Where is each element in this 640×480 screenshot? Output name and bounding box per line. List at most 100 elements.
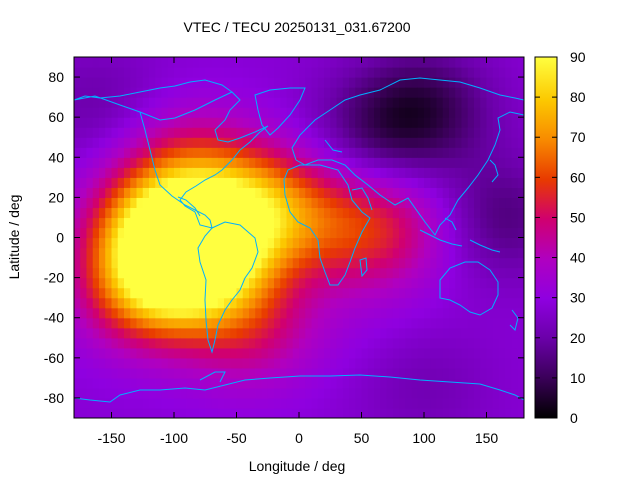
- heatmap-cell: [461, 387, 469, 399]
- heatmap-cell: [92, 267, 100, 279]
- heatmap-cell: [455, 397, 463, 409]
- heatmap-cell: [417, 337, 425, 349]
- heatmap-cell: [455, 357, 463, 369]
- heatmap-cell: [392, 247, 400, 259]
- heatmap-cell: [342, 207, 350, 219]
- heatmap-cell: [480, 187, 488, 198]
- heatmap-cell: [186, 267, 194, 279]
- heatmap-cell: [449, 337, 456, 349]
- heatmap-cell: [117, 267, 125, 279]
- heatmap-cell: [424, 357, 431, 369]
- heatmap-cell: [467, 147, 475, 158]
- heatmap-cell: [486, 127, 494, 138]
- heatmap-cell: [374, 367, 381, 379]
- heatmap-cell: [430, 357, 438, 369]
- heatmap-cell: [124, 347, 131, 359]
- heatmap-cell: [255, 277, 263, 289]
- heatmap-cell: [267, 57, 275, 68]
- heatmap-cell: [192, 77, 200, 88]
- heatmap-cell: [374, 207, 381, 219]
- heatmap-cell: [405, 387, 413, 399]
- heatmap-cell: [280, 297, 288, 309]
- heatmap-cell: [486, 397, 494, 409]
- heatmap-cell: [205, 107, 213, 118]
- heatmap-cell: [199, 137, 206, 148]
- heatmap-cell: [361, 167, 369, 178]
- heatmap-cell: [380, 87, 388, 98]
- heatmap-cell: [349, 307, 356, 319]
- heatmap-cell: [217, 307, 225, 319]
- heatmap-cell: [411, 237, 419, 249]
- heatmap-cell: [280, 287, 288, 299]
- heatmap-cell: [467, 317, 475, 329]
- heatmap-cell: [261, 187, 269, 198]
- heatmap-cell: [330, 387, 338, 399]
- heatmap-cell: [336, 357, 344, 369]
- heatmap-cell: [436, 157, 444, 168]
- heatmap-cell: [411, 187, 419, 198]
- heatmap-cell: [430, 87, 438, 98]
- heatmap-cell: [517, 327, 524, 339]
- heatmap-cell: [399, 367, 406, 379]
- heatmap-cell: [255, 157, 263, 168]
- heatmap-cell: [136, 367, 144, 379]
- heatmap-cell: [517, 407, 524, 418]
- heatmap-cell: [217, 217, 225, 229]
- heatmap-cell: [199, 227, 206, 239]
- heatmap-cell: [380, 347, 388, 359]
- heatmap-cell: [417, 147, 425, 158]
- heatmap-cell: [442, 397, 450, 409]
- heatmap-cell: [492, 347, 500, 359]
- heatmap-cell: [461, 277, 469, 289]
- heatmap-cell: [174, 327, 181, 339]
- heatmap-cell: [342, 157, 350, 168]
- heatmap-cell: [349, 97, 356, 108]
- heatmap-cell: [142, 397, 150, 409]
- heatmap-cell: [449, 87, 456, 98]
- heatmap-cell: [274, 397, 281, 409]
- heatmap-cell: [192, 377, 200, 389]
- heatmap-cell: [286, 127, 294, 138]
- heatmap-cell: [205, 317, 213, 329]
- heatmap-cell: [311, 117, 319, 128]
- heatmap-cell: [367, 317, 375, 329]
- heatmap-cell: [124, 297, 131, 309]
- heatmap-cell: [161, 257, 169, 269]
- heatmap-cell: [349, 267, 356, 279]
- heatmap-cell: [180, 217, 188, 229]
- heatmap-cell: [199, 357, 206, 369]
- heatmap-cell: [392, 337, 400, 349]
- heatmap-cell: [380, 337, 388, 349]
- heatmap-cell: [424, 337, 431, 349]
- heatmap-cell: [180, 147, 188, 158]
- heatmap-cell: [136, 187, 144, 198]
- heatmap-cell: [461, 217, 469, 229]
- heatmap-cell: [86, 397, 94, 409]
- heatmap-cell: [467, 77, 475, 88]
- heatmap-cell: [436, 87, 444, 98]
- heatmap-cell: [299, 317, 306, 329]
- heatmap-cell: [486, 67, 494, 78]
- heatmap-cell: [349, 107, 356, 118]
- heatmap-cell: [86, 107, 94, 118]
- heatmap-cell: [292, 277, 300, 289]
- heatmap-cell: [424, 277, 431, 289]
- heatmap-cell: [74, 367, 81, 379]
- heatmap-cell: [399, 177, 406, 188]
- heatmap-cell: [361, 197, 369, 209]
- heatmap-cell: [117, 137, 125, 148]
- heatmap-cell: [205, 117, 213, 128]
- heatmap-cell: [174, 177, 181, 188]
- heatmap-cell: [480, 67, 488, 78]
- heatmap-cell: [330, 297, 338, 309]
- heatmap-cell: [217, 237, 225, 249]
- heatmap-cell: [467, 137, 475, 148]
- heatmap-cell: [224, 57, 231, 68]
- heatmap-cell: [130, 367, 138, 379]
- heatmap-cell: [286, 327, 294, 339]
- heatmap-cell: [224, 197, 231, 209]
- heatmap-cell: [330, 317, 338, 329]
- heatmap-cell: [492, 377, 500, 389]
- heatmap-cell: [230, 77, 238, 88]
- heatmap-cell: [492, 207, 500, 219]
